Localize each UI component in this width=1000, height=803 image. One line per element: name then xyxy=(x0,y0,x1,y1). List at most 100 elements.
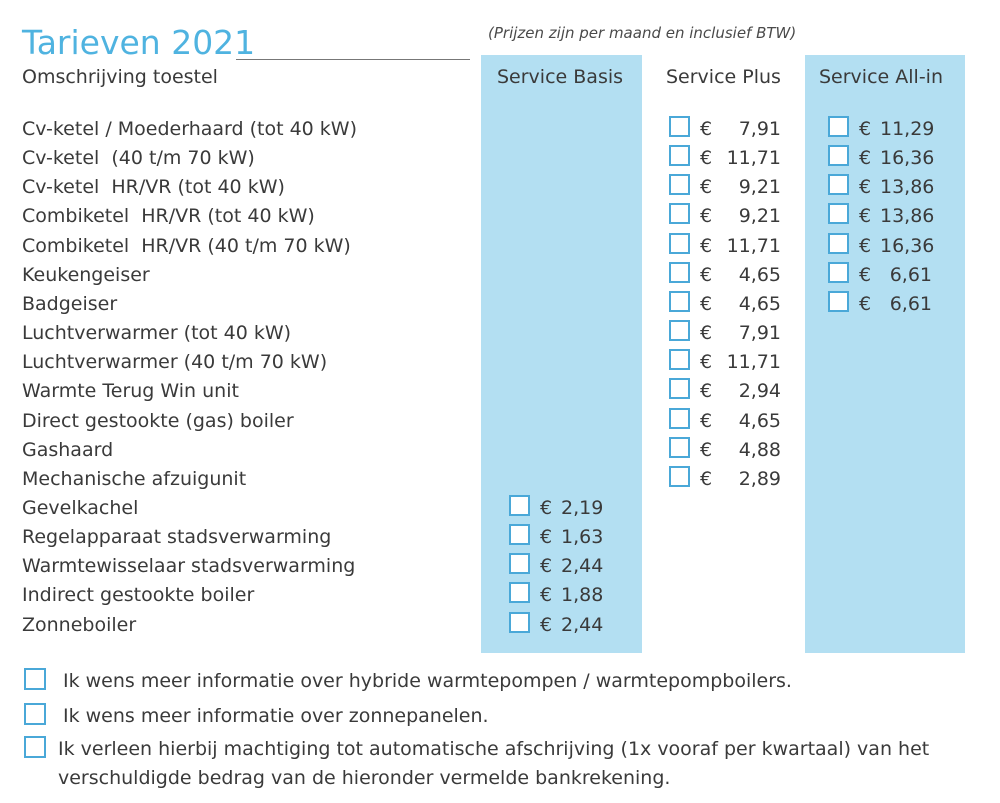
price-option-plus: €4,65 xyxy=(669,260,785,289)
price-option-plus: €7,91 xyxy=(669,114,785,143)
row-description: Mechanische afzuigunit xyxy=(22,467,247,490)
checkbox-allin[interactable] xyxy=(828,203,849,225)
table-row: Warmte Terug Win unit €2,94 xyxy=(0,376,1000,405)
option-checkbox[interactable] xyxy=(24,703,46,725)
price-value: 2,89 xyxy=(738,467,781,490)
currency-symbol: € xyxy=(540,584,553,607)
title-underline xyxy=(236,59,470,60)
option-label: Ik verleen hierbij machtiging tot automa… xyxy=(58,738,930,789)
checkbox-basis[interactable] xyxy=(509,553,530,575)
checkbox-plus[interactable] xyxy=(669,349,690,371)
table-row: Regelapparaat stadsverwarming €1,63 xyxy=(0,522,1000,551)
currency-symbol: € xyxy=(700,292,713,315)
table-row: Mechanische afzuigunit €2,89 xyxy=(0,464,1000,493)
checkbox-allin[interactable] xyxy=(828,145,849,167)
description-heading: Omschrijving toestel xyxy=(22,66,218,88)
price-value: 6,61 xyxy=(889,263,932,286)
price-option-basis: €1,63 xyxy=(509,522,606,551)
checkbox-plus[interactable] xyxy=(669,320,690,342)
currency-symbol: € xyxy=(859,292,872,315)
option-checkbox[interactable] xyxy=(24,668,46,690)
checkbox-allin[interactable] xyxy=(828,232,849,254)
price-value: 2,94 xyxy=(738,380,781,403)
price-option-allin: €13,86 xyxy=(828,172,936,201)
row-description: Cv-ketel HR/VR (tot 40 kW) xyxy=(22,176,285,199)
price-value: 2,44 xyxy=(561,555,604,578)
currency-symbol: € xyxy=(700,409,713,432)
checkbox-plus[interactable] xyxy=(669,407,690,429)
option-label: Ik wens meer informatie over zonnepanele… xyxy=(63,705,489,727)
table-row: Badgeiser €4,65 €6,61 xyxy=(0,289,1000,318)
row-description: Regelapparaat stadsverwarming xyxy=(22,526,332,549)
checkbox-basis[interactable] xyxy=(509,611,530,633)
row-description: Cv-ketel / Moederhaard (tot 40 kW) xyxy=(22,118,358,140)
table-row: Luchtverwarmer (40 t/m 70 kW) €11,71 xyxy=(0,347,1000,376)
price-value: 7,91 xyxy=(738,118,781,140)
price-value: 11,71 xyxy=(726,234,781,257)
price-option-plus: €4,88 xyxy=(669,435,785,464)
checkbox-plus[interactable] xyxy=(669,203,690,225)
row-description: Combiketel HR/VR (tot 40 kW) xyxy=(22,205,315,228)
checkbox-plus[interactable] xyxy=(669,465,690,487)
checkbox-allin[interactable] xyxy=(828,174,849,196)
row-description: Direct gestookte (gas) boiler xyxy=(22,409,294,432)
row-description: Warmte Terug Win unit xyxy=(22,380,239,403)
row-description: Warmtewisselaar stadsverwarming xyxy=(22,555,356,578)
checkbox-plus[interactable] xyxy=(669,145,690,167)
currency-symbol: € xyxy=(540,555,553,578)
row-description: Luchtverwarmer (40 t/m 70 kW) xyxy=(22,351,328,374)
price-value: 11,71 xyxy=(726,351,781,374)
column-heading-plus: Service Plus xyxy=(666,66,781,88)
price-option-plus: €7,91 xyxy=(669,318,785,347)
checkbox-plus[interactable] xyxy=(669,378,690,400)
price-option-plus: €11,71 xyxy=(669,231,785,260)
price-option-plus: €11,71 xyxy=(669,143,785,172)
price-option-plus: €2,94 xyxy=(669,376,785,405)
checkbox-plus[interactable] xyxy=(669,290,690,312)
checkbox-basis[interactable] xyxy=(509,582,530,604)
price-option-plus: €4,65 xyxy=(669,289,785,318)
option-label: Ik wens meer informatie over hybride war… xyxy=(63,670,792,692)
table-row: Gashaard €4,88 xyxy=(0,435,1000,464)
checkbox-plus[interactable] xyxy=(669,232,690,254)
table-row: Gevelkachel €2,19 xyxy=(0,493,1000,522)
price-option-basis: €2,44 xyxy=(509,610,606,639)
price-value: 1,63 xyxy=(561,526,604,549)
currency-symbol: € xyxy=(700,118,713,140)
price-option-basis: €2,44 xyxy=(509,551,606,580)
row-description: Gashaard xyxy=(22,438,114,461)
checkbox-plus[interactable] xyxy=(669,174,690,196)
currency-symbol: € xyxy=(859,263,872,286)
price-value: 13,86 xyxy=(880,205,935,228)
currency-symbol: € xyxy=(700,438,713,461)
currency-symbol: € xyxy=(700,234,713,257)
price-value: 11,71 xyxy=(726,147,781,170)
table-row: Warmtewisselaar stadsverwarming €2,44 xyxy=(0,551,1000,580)
table-row: Combiketel HR/VR (tot 40 kW) €9,21 €13,86 xyxy=(0,201,1000,230)
checkbox-basis[interactable] xyxy=(509,494,530,516)
price-value: 16,36 xyxy=(880,147,935,170)
price-value: 4,88 xyxy=(738,438,781,461)
price-value: 2,19 xyxy=(561,496,604,519)
checkbox-allin[interactable] xyxy=(828,290,849,312)
price-option-plus: €9,21 xyxy=(669,172,785,201)
table-row: Keukengeiser €4,65 €6,61 xyxy=(0,260,1000,289)
currency-symbol: € xyxy=(700,351,713,374)
price-option-allin: €6,61 xyxy=(828,289,936,318)
price-value: 7,91 xyxy=(738,322,781,345)
price-option-allin: €6,61 xyxy=(828,260,936,289)
row-description: Indirect gestookte boiler xyxy=(22,584,255,607)
checkbox-plus[interactable] xyxy=(669,116,690,137)
row-description: Combiketel HR/VR (40 t/m 70 kW) xyxy=(22,234,351,257)
option-checkbox[interactable] xyxy=(24,736,46,758)
checkbox-basis[interactable] xyxy=(509,524,530,546)
table-row: Cv-ketel HR/VR (tot 40 kW) €9,21 €13,86 xyxy=(0,172,1000,201)
price-option-plus: €9,21 xyxy=(669,201,785,230)
price-option-basis: €2,19 xyxy=(509,493,606,522)
checkbox-plus[interactable] xyxy=(669,436,690,458)
checkbox-plus[interactable] xyxy=(669,261,690,283)
price-value: 9,21 xyxy=(738,205,781,228)
checkbox-allin[interactable] xyxy=(828,116,849,137)
checkbox-allin[interactable] xyxy=(828,261,849,283)
price-option-plus: €4,65 xyxy=(669,406,785,435)
